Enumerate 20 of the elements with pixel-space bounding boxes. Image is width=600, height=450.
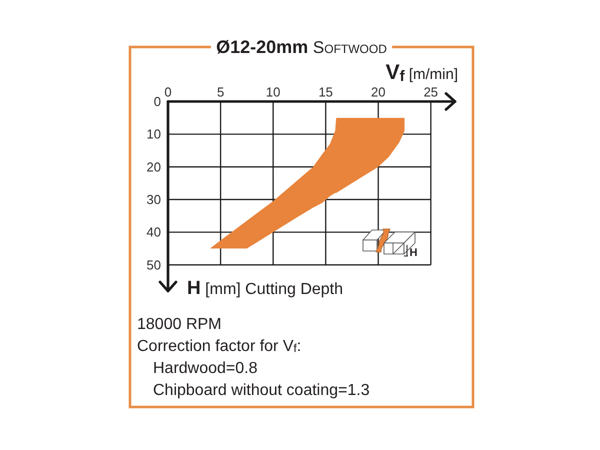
x-tick-label: 0 [164, 84, 172, 100]
text: Chipboard without coating=1.3 [153, 382, 370, 399]
chart-title: Ø12-20mm Softwood [216, 37, 388, 57]
text: Hardwood=0.8 [153, 360, 258, 377]
y-tick-label: 10 [146, 126, 161, 142]
y-tick-label: 0 [154, 94, 161, 109]
y-axis-title: H [mm] Cutting Depth [187, 278, 344, 299]
x-axis-title: Vf [m/min] [386, 61, 458, 85]
x-tick-label: 10 [266, 84, 280, 100]
annotation: H [410, 247, 418, 259]
text: 18000 RPM [137, 316, 222, 333]
y-tick-label: 50 [146, 257, 161, 272]
y-tick-label: 30 [146, 192, 161, 208]
y-tick-label: 20 [146, 159, 161, 174]
y-tick-label: 40 [146, 224, 161, 240]
x-tick-label: 5 [216, 84, 224, 100]
x-tick-label: 25 [424, 84, 438, 100]
x-tick-label: 20 [371, 84, 386, 100]
x-tick-label: 15 [318, 84, 333, 100]
text: Correction factor for Vf: [137, 338, 302, 356]
